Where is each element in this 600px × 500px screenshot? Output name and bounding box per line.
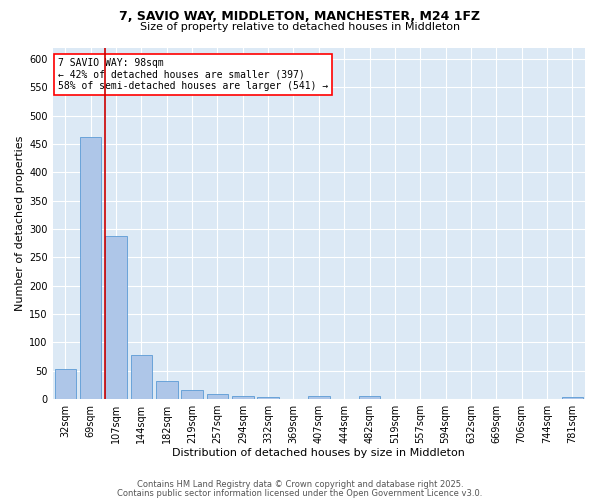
Bar <box>131 356 152 399</box>
Text: 7 SAVIO WAY: 98sqm
← 42% of detached houses are smaller (397)
58% of semi-detach: 7 SAVIO WAY: 98sqm ← 42% of detached hou… <box>58 58 328 91</box>
Bar <box>562 396 583 399</box>
Bar <box>105 236 127 399</box>
Text: Size of property relative to detached houses in Middleton: Size of property relative to detached ho… <box>140 22 460 32</box>
Bar <box>359 396 380 399</box>
Bar <box>206 394 228 399</box>
Y-axis label: Number of detached properties: Number of detached properties <box>15 136 25 311</box>
Text: Contains HM Land Registry data © Crown copyright and database right 2025.: Contains HM Land Registry data © Crown c… <box>137 480 463 489</box>
Bar <box>55 369 76 399</box>
Bar <box>181 390 203 399</box>
Bar <box>308 396 329 399</box>
Bar <box>232 396 254 399</box>
X-axis label: Distribution of detached houses by size in Middleton: Distribution of detached houses by size … <box>172 448 465 458</box>
Text: 7, SAVIO WAY, MIDDLETON, MANCHESTER, M24 1FZ: 7, SAVIO WAY, MIDDLETON, MANCHESTER, M24… <box>119 10 481 23</box>
Bar <box>80 137 101 399</box>
Text: Contains public sector information licensed under the Open Government Licence v3: Contains public sector information licen… <box>118 488 482 498</box>
Bar <box>156 382 178 399</box>
Bar <box>257 396 279 399</box>
